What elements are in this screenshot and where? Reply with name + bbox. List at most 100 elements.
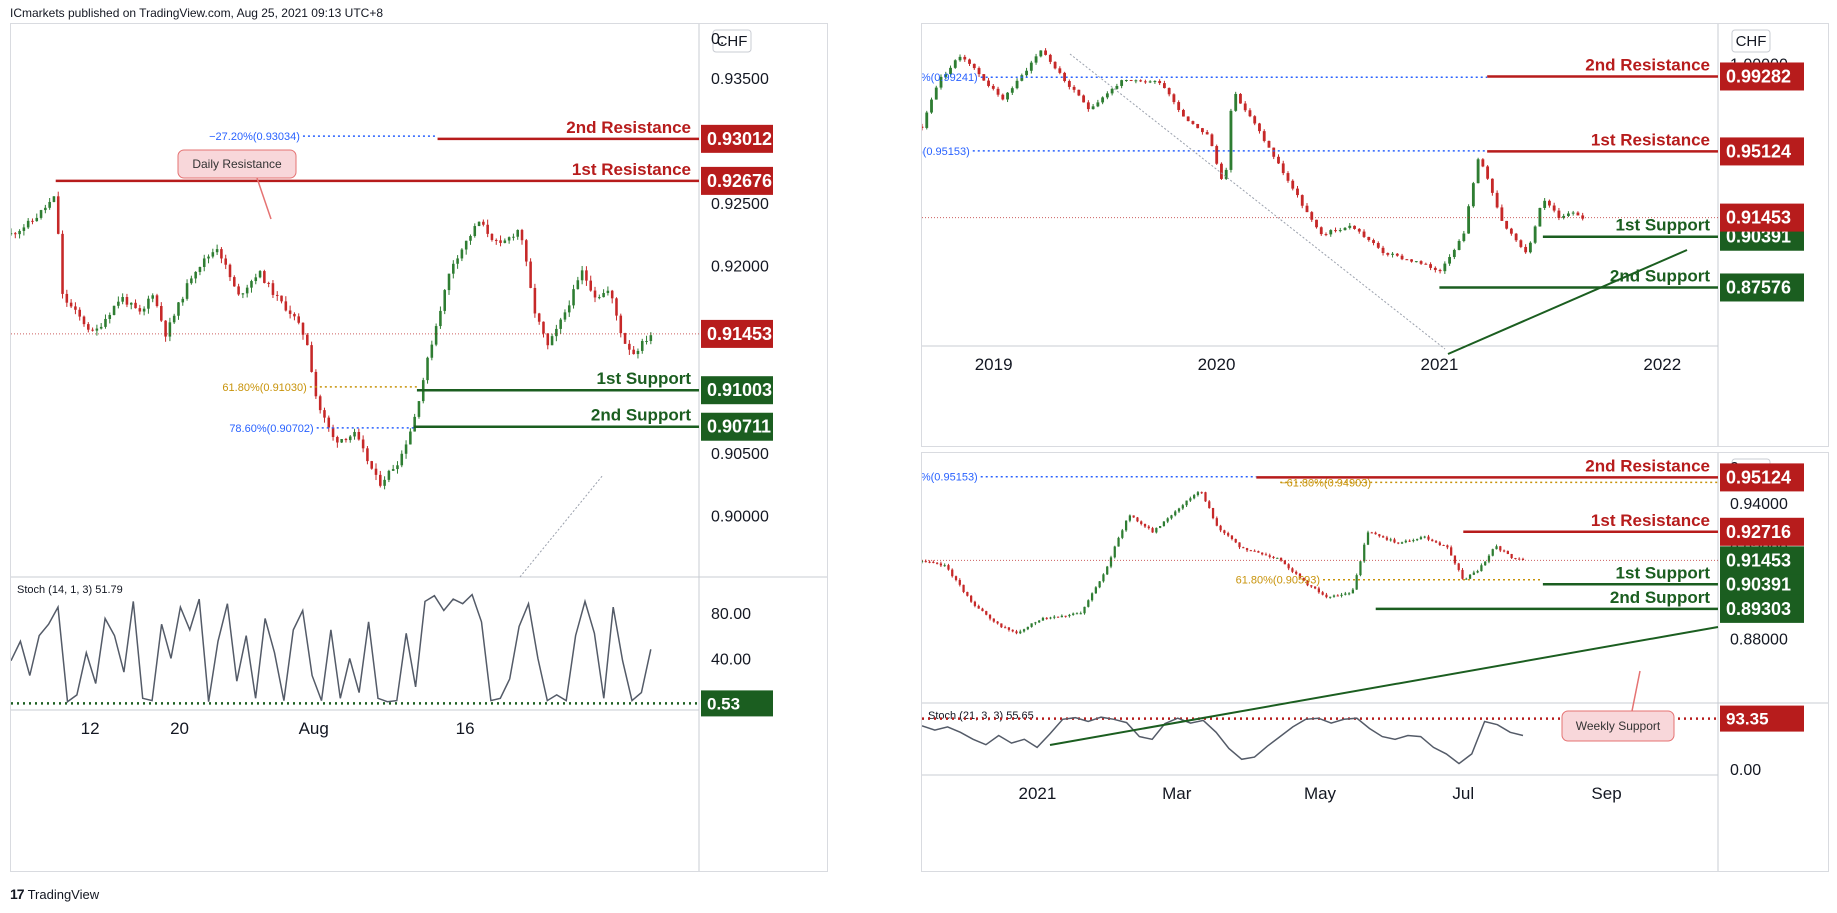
- candle-body: [263, 271, 266, 283]
- stoch-level-badge: [1720, 705, 1804, 732]
- candle-body: [112, 305, 116, 315]
- candle-body: [1025, 70, 1028, 76]
- candle-body: [1181, 505, 1184, 509]
- candle-body: [1038, 620, 1041, 623]
- candle-body: [649, 335, 653, 341]
- candle-body: [1279, 557, 1283, 561]
- candle-body: [1000, 623, 1003, 628]
- candle-body: [1505, 220, 1509, 229]
- candle-body: [1155, 527, 1158, 533]
- candle-body: [1257, 551, 1260, 553]
- level-price-text: 0.92716: [1726, 522, 1791, 542]
- candle-body: [1552, 205, 1556, 211]
- stoch-tick-label: 40.00: [711, 651, 751, 668]
- candle-body: [1106, 566, 1109, 575]
- candle-body: [26, 220, 30, 228]
- candle-body: [1438, 542, 1441, 545]
- candle-body: [1015, 80, 1019, 89]
- hourly-chart-panel[interactable]: CHF 0.93500 0.92500 0.92000 0.90500 0.90000 0.…: [10, 23, 828, 872]
- candle-body: [1039, 50, 1043, 57]
- candle-body: [1476, 159, 1480, 184]
- candle-body: [1045, 617, 1048, 619]
- candle-body: [155, 295, 159, 307]
- candle-body: [108, 314, 112, 319]
- weekly-chart-svg[interactable]: CHF1.0000020192020202120222nd Resistance…: [922, 24, 1828, 446]
- candle-body: [1239, 93, 1242, 104]
- candle-body: [1053, 616, 1056, 618]
- candle-body: [1446, 545, 1449, 548]
- daily-chart-panel[interactable]: CHF0.940000.920000.880000.2021MarMayJulS…: [921, 452, 1829, 872]
- candle-body: [1153, 81, 1157, 83]
- level-price-text: 0.93012: [707, 129, 772, 149]
- time-tick-label: 20: [170, 719, 189, 738]
- candle-body: [138, 308, 142, 312]
- candle-body: [482, 221, 485, 225]
- candle-body: [301, 322, 305, 335]
- level-price-text: 0.91003: [707, 380, 772, 400]
- candle-body: [977, 68, 981, 75]
- candle-body: [988, 614, 992, 619]
- candle-body: [1134, 80, 1138, 82]
- currency-label: CHF: [1736, 33, 1767, 50]
- candle-body: [1286, 173, 1290, 181]
- candle-body: [1462, 233, 1466, 241]
- candle-body: [1305, 205, 1309, 213]
- candle-body: [1538, 207, 1542, 227]
- candle-body: [1347, 593, 1351, 595]
- stoch-level-text: 0.53: [707, 694, 740, 713]
- candle-body: [1044, 50, 1047, 55]
- candle-body: [1185, 500, 1188, 506]
- candle-body: [1310, 212, 1314, 220]
- hourly-chart-svg[interactable]: CHF 0.93500 0.92500 0.92000 0.90500 0.90000 0.…: [11, 24, 827, 871]
- candle-body: [636, 350, 640, 355]
- stoch-line: [11, 593, 652, 704]
- daily-chart-svg[interactable]: CHF0.940000.920000.880000.2021MarMayJulS…: [922, 453, 1828, 871]
- current-price-badge: [1720, 203, 1804, 232]
- candle-body: [1562, 215, 1566, 218]
- candle-body: [14, 233, 17, 235]
- candle-body: [1177, 508, 1181, 512]
- candle-body: [1490, 178, 1494, 193]
- candle-body: [1234, 538, 1237, 543]
- candle-body: [546, 333, 550, 346]
- candle-body: [585, 270, 588, 281]
- candle-body: [1015, 631, 1018, 634]
- candle-body: [1091, 106, 1095, 110]
- candle-body: [1075, 613, 1079, 615]
- candle-body: [1224, 169, 1228, 179]
- weekly-support-callout: [1561, 710, 1675, 742]
- candle-body: [1340, 594, 1343, 596]
- candle-body: [1189, 498, 1192, 501]
- candle-body: [396, 465, 399, 470]
- candle-body: [1230, 535, 1234, 539]
- candle-body: [1006, 92, 1009, 100]
- level-price-badge: [1720, 517, 1804, 546]
- level-label: 2nd Resistance: [1585, 456, 1710, 475]
- candle-body: [1101, 97, 1105, 103]
- candle-body: [400, 453, 404, 466]
- candle-body: [1424, 263, 1428, 265]
- candle-body: [1162, 521, 1166, 526]
- fib-label: 50.00%(0.95153): [922, 146, 970, 158]
- candle-body: [1518, 558, 1521, 560]
- publisher-header: ICmarkets published on TradingView.com, …: [10, 6, 384, 20]
- candle-body: [379, 474, 382, 486]
- candle-body: [168, 322, 172, 337]
- candle-body: [1476, 571, 1479, 573]
- candle-body: [555, 328, 558, 337]
- tradingview-footer[interactable]: 17 TradingView: [10, 886, 99, 902]
- candle-body: [280, 295, 283, 302]
- weekly-chart-panel[interactable]: CHF1.0000020192020202120222nd Resistance…: [921, 23, 1829, 447]
- candle-body: [194, 271, 197, 279]
- candle-body: [1096, 102, 1100, 107]
- candle-body: [1060, 615, 1063, 618]
- stoch-title: Stoch (14, 1, 3) 51.79: [17, 584, 123, 596]
- candle-body: [1332, 595, 1336, 597]
- candle-body: [306, 334, 309, 346]
- candle-body: [1400, 542, 1404, 544]
- candle-body: [1495, 192, 1499, 208]
- candle-body: [1310, 585, 1313, 587]
- level-price-badge: [701, 412, 773, 441]
- candle-body: [1082, 95, 1086, 103]
- candle-body: [1533, 226, 1537, 243]
